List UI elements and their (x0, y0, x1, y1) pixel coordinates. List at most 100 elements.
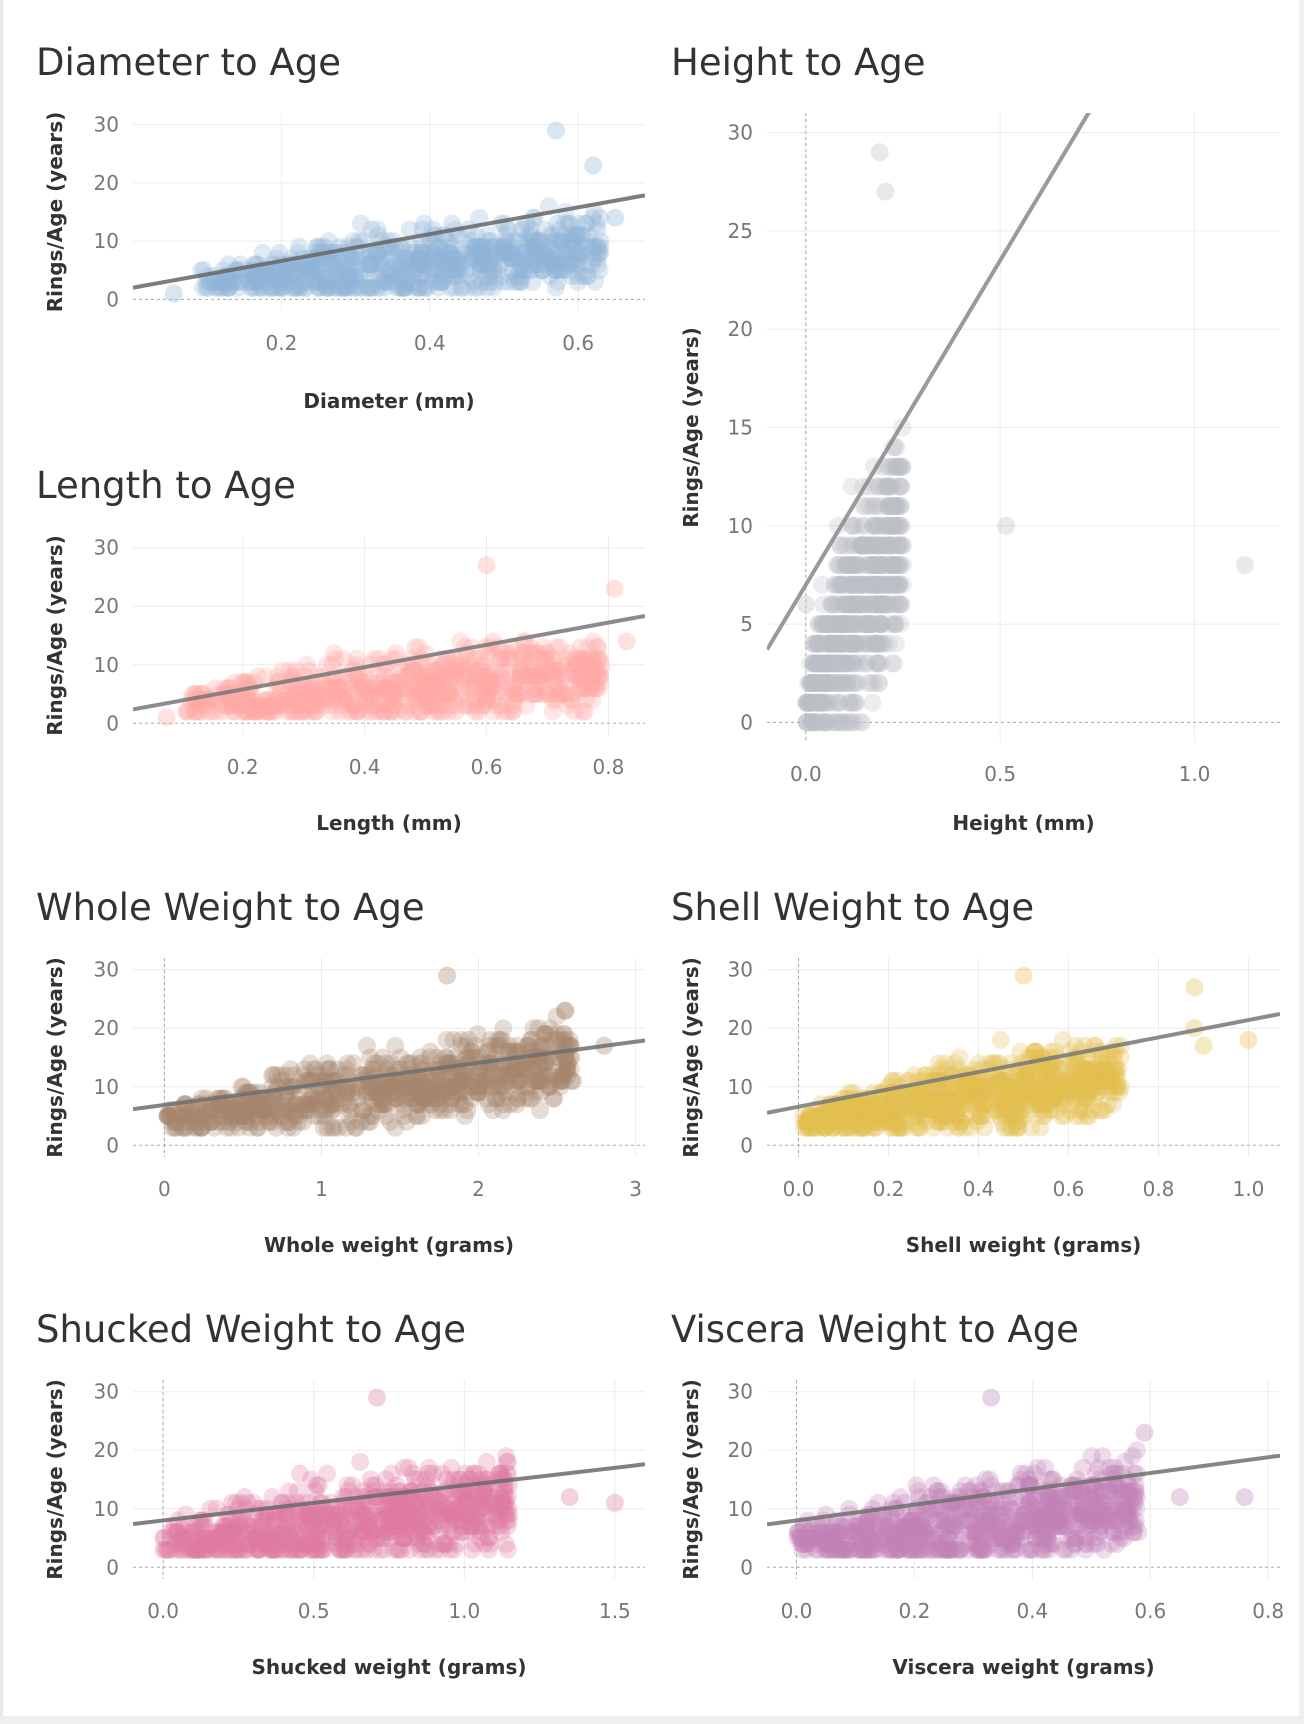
height-point (858, 674, 877, 692)
height-point (805, 654, 823, 673)
diameter-point (559, 232, 578, 251)
diameter-point (251, 278, 270, 297)
length-point (434, 667, 453, 686)
length-point (588, 638, 607, 657)
length-point (245, 702, 264, 721)
height-point (874, 575, 893, 594)
length-point (237, 690, 256, 709)
height-point (844, 575, 863, 594)
diameter-point (577, 214, 596, 233)
diameter-point (248, 272, 267, 291)
length-point (307, 690, 326, 709)
diameter-point (434, 267, 453, 286)
diameter-point (306, 272, 325, 291)
height-point (882, 516, 901, 535)
diameter-point (286, 261, 305, 280)
diameter-xtick-label: 0.6 (562, 331, 594, 355)
length-point (589, 649, 608, 668)
height-point (854, 575, 873, 594)
height-point (808, 654, 827, 673)
length-point (353, 673, 372, 692)
shell-point (1185, 978, 1204, 997)
length-point (267, 696, 286, 715)
length-point (403, 673, 422, 692)
length-point (245, 696, 263, 715)
height-point (887, 497, 906, 516)
whole-point (321, 1095, 340, 1114)
whole-point (421, 1042, 440, 1061)
length-point (590, 667, 609, 686)
diameter-point (550, 220, 569, 239)
shell-point (1007, 1107, 1026, 1125)
shell-xtick-label: 1.0 (1233, 1177, 1265, 1201)
diameter-point (522, 249, 541, 268)
shell-point (1011, 1083, 1030, 1102)
diameter-point (383, 267, 401, 286)
height-point (833, 713, 852, 732)
height-point (879, 497, 898, 516)
length-point (483, 673, 502, 692)
height-point (830, 575, 849, 594)
diameter-point (301, 261, 320, 280)
shell-xtick-label: 0.6 (1053, 1177, 1085, 1201)
height-point (871, 615, 890, 634)
diameter-point (429, 278, 448, 297)
diameter-point (567, 226, 586, 245)
height-point (889, 595, 908, 614)
diameter-point (425, 243, 444, 262)
diameter-point (478, 255, 497, 274)
length-point (322, 679, 341, 698)
shell-point (1239, 1030, 1258, 1049)
height-point (849, 575, 868, 594)
whole-point (368, 1054, 387, 1073)
length-point (587, 679, 606, 698)
length-point (387, 702, 406, 721)
diameter-point (473, 237, 492, 256)
length-point (473, 685, 492, 703)
shell-point (991, 1030, 1010, 1049)
whole-point (452, 1030, 471, 1049)
height-point (842, 654, 861, 673)
length-point (335, 685, 354, 703)
length-point (522, 667, 540, 686)
length-point (375, 702, 393, 721)
length-point (506, 690, 525, 709)
diameter-point (571, 226, 590, 245)
diameter-point (448, 261, 467, 280)
height-point (798, 693, 817, 712)
diameter-point (483, 249, 502, 268)
height-point (871, 595, 890, 614)
height-point (844, 674, 863, 692)
diameter-point (480, 267, 499, 286)
height-point (802, 693, 821, 712)
height-point (815, 693, 834, 712)
diameter-point (390, 261, 408, 280)
height-point (883, 654, 902, 673)
length-point (480, 679, 499, 698)
height-point (886, 497, 905, 516)
height-point (815, 713, 834, 732)
length-point (348, 649, 366, 668)
length-point (582, 655, 601, 674)
length-point (510, 661, 529, 680)
length-point (263, 702, 282, 721)
length-point (364, 696, 382, 715)
length-point (583, 661, 602, 680)
length-point (397, 696, 416, 715)
length-point (406, 685, 425, 703)
length-point (543, 667, 562, 686)
diameter-point (368, 243, 387, 262)
diameter-point (528, 243, 547, 262)
whole-point (180, 1107, 199, 1125)
height-point (885, 556, 903, 575)
height-point (848, 615, 867, 634)
length-point (289, 685, 308, 703)
height-point (811, 674, 830, 692)
diameter-point (378, 272, 397, 291)
length-point (357, 690, 376, 709)
length-point (388, 673, 407, 692)
height-point (819, 634, 838, 653)
diameter-point (347, 267, 365, 286)
whole-xtick-label: 1 (315, 1177, 328, 1201)
